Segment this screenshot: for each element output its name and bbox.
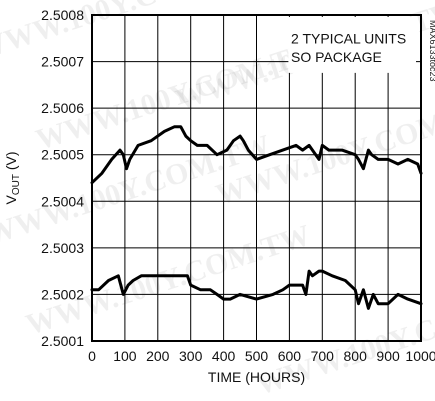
y-tick-label: 2.5005 (41, 147, 84, 163)
annotation-box (288, 17, 416, 73)
y-tick-label: 2.5001 (41, 333, 84, 349)
annotation-line-1: 2 TYPICAL UNITS (291, 30, 406, 46)
x-tick-label: 700 (311, 348, 335, 364)
watermark-text: WWW.100Y.COM.TW (22, 218, 315, 341)
x-tick-label: 500 (245, 348, 269, 364)
y-tick-label: 2.5007 (41, 54, 84, 70)
y-tick-label: 2.5002 (41, 286, 84, 302)
x-tick-label: 1000 (405, 348, 435, 364)
x-axis-title: TIME (HOURS) (208, 369, 305, 385)
series-layer (90, 125, 423, 310)
annotation-line-2: SO PACKAGE (291, 49, 382, 65)
x-tick-label: 200 (146, 348, 170, 364)
y-tick-label: 2.5004 (41, 193, 84, 209)
y-tick-labels: 2.5001 2.5002 2.5003 2.5004 2.5005 2.5006 2.50… (41, 7, 84, 349)
y-tick-label: 2.5008 (41, 7, 84, 23)
y-axis-title-subscript: OUT (11, 174, 22, 195)
x-tick-label: 900 (376, 348, 400, 364)
figure-id-label: MAX6133toc23 (428, 20, 435, 82)
series-line (90, 125, 423, 185)
y-axis-title: VOUT (V) (3, 151, 22, 204)
x-tick-label: 400 (212, 348, 236, 364)
y-axis-title-unit: (V) (3, 151, 19, 174)
y-axis-title-main: V (3, 195, 19, 205)
y-tick-label: 2.5003 (41, 240, 84, 256)
x-tick-label: 800 (344, 348, 368, 364)
series-line (90, 269, 423, 310)
plot-frame (91, 14, 422, 342)
x-tick-label: 300 (179, 348, 203, 364)
x-tick-label: 100 (113, 348, 137, 364)
y-tick-label: 2.5006 (41, 100, 84, 116)
x-tick-label: 0 (88, 348, 96, 364)
x-tick-label: 600 (278, 348, 302, 364)
watermark-text: WWW.100Y.COM.TW (0, 0, 265, 67)
x-tick-labels: 0 100 200 300 400 500 600 700 800 900 1000 (88, 348, 435, 364)
